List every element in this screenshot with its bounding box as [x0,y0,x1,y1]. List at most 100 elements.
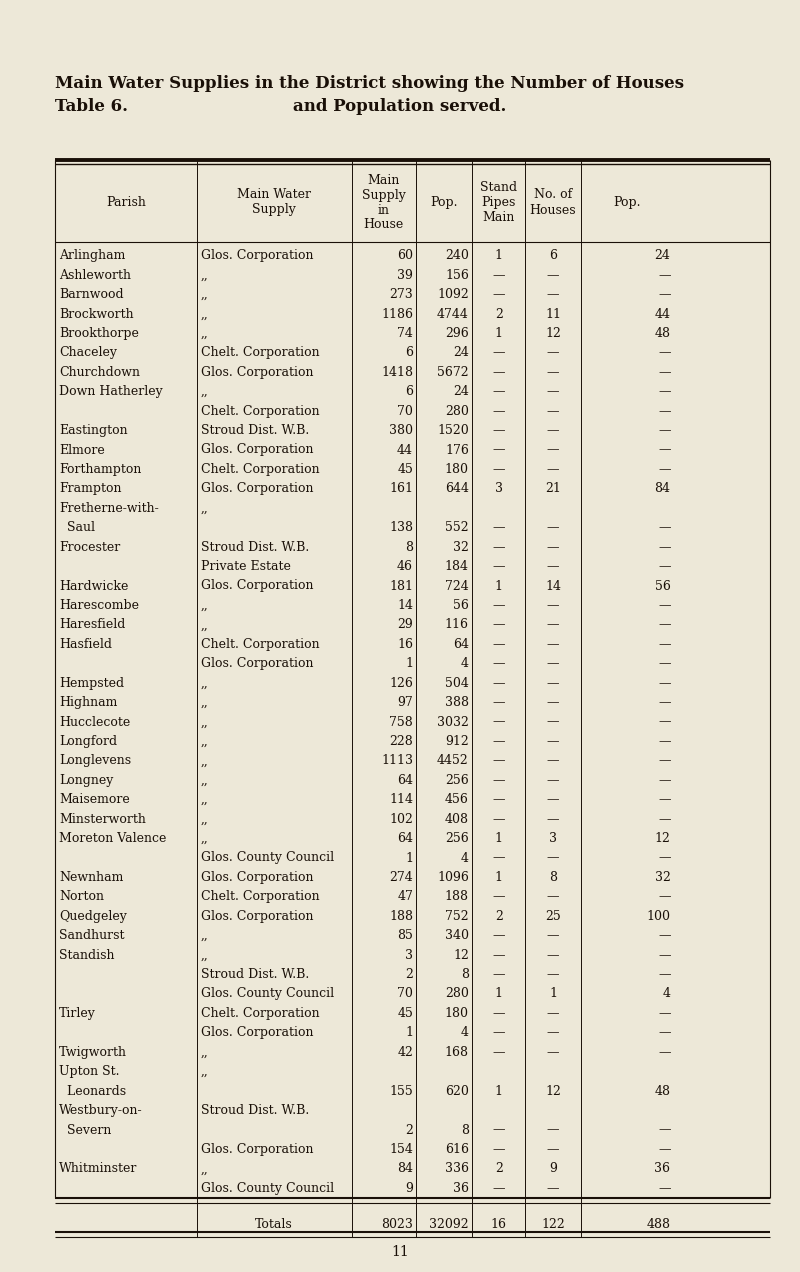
Text: Westbury-on-: Westbury-on- [59,1104,142,1117]
Text: —: — [546,463,559,476]
Text: 488: 488 [646,1217,670,1230]
Text: 6: 6 [549,249,557,262]
Text: —: — [493,715,505,729]
Text: 336: 336 [445,1163,469,1175]
Text: —: — [658,366,670,379]
Text: Glos. Corporation: Glos. Corporation [201,1144,313,1156]
Text: —: — [493,366,505,379]
Text: ,,: ,, [201,1065,208,1079]
Text: 29: 29 [398,618,413,631]
Text: 340: 340 [445,930,469,943]
Text: —: — [493,813,505,826]
Text: 155: 155 [390,1085,413,1098]
Text: —: — [546,1123,559,1136]
Text: 8: 8 [549,871,557,884]
Text: —: — [493,618,505,631]
Text: —: — [546,366,559,379]
Text: —: — [658,968,670,981]
Text: 180: 180 [445,463,469,476]
Text: Glos. Corporation: Glos. Corporation [201,482,313,495]
Text: Glos. Corporation: Glos. Corporation [201,658,313,670]
Text: 1520: 1520 [437,424,469,438]
Text: Chelt. Corporation: Chelt. Corporation [201,637,319,651]
Text: 240: 240 [445,249,469,262]
Text: Longford: Longford [59,735,117,748]
Text: Ashleworth: Ashleworth [59,268,131,281]
Text: Parish: Parish [106,196,146,209]
Text: Glos. County Council: Glos. County Council [201,851,334,865]
Text: 1: 1 [405,658,413,670]
Text: 3032: 3032 [437,715,469,729]
Text: ,,: ,, [201,618,208,631]
Text: —: — [493,968,505,981]
Text: ,,: ,, [201,930,208,943]
Text: —: — [546,618,559,631]
Text: —: — [493,346,505,360]
Text: —: — [546,346,559,360]
Text: 388: 388 [445,696,469,709]
Text: —: — [658,463,670,476]
Text: —: — [493,1144,505,1156]
Text: —: — [493,677,505,689]
Text: 21: 21 [545,482,561,495]
Text: Norton: Norton [59,890,104,903]
Text: ,,: ,, [201,949,208,962]
Text: —: — [546,522,559,534]
Text: —: — [493,1046,505,1058]
Text: 11: 11 [391,1245,409,1259]
Text: Harescombe: Harescombe [59,599,139,612]
Text: 9: 9 [405,1182,413,1194]
Text: 1418: 1418 [381,366,413,379]
Text: —: — [658,444,670,457]
Text: 14: 14 [545,580,561,593]
Text: 12: 12 [545,327,561,340]
Text: Severn: Severn [59,1123,111,1136]
Text: —: — [658,1123,670,1136]
Text: —: — [546,715,559,729]
Text: 161: 161 [389,482,413,495]
Text: —: — [493,404,505,417]
Text: Eastington: Eastington [59,424,128,438]
Text: —: — [546,735,559,748]
Text: —: — [546,813,559,826]
Text: 504: 504 [445,677,469,689]
Text: 32: 32 [654,871,670,884]
Text: 70: 70 [397,987,413,1001]
Text: —: — [546,677,559,689]
Text: 4452: 4452 [437,754,469,767]
Text: —: — [493,385,505,398]
Text: Upton St.: Upton St. [59,1065,119,1079]
Text: 4744: 4744 [437,308,469,321]
Text: 296: 296 [445,327,469,340]
Text: Hempsted: Hempsted [59,677,124,689]
Text: —: — [493,949,505,962]
Text: Frampton: Frampton [59,482,122,495]
Text: —: — [493,1182,505,1194]
Text: 9: 9 [549,1163,557,1175]
Text: —: — [658,385,670,398]
Text: —: — [658,637,670,651]
Text: 48: 48 [654,327,670,340]
Text: Brookthorpe: Brookthorpe [59,327,139,340]
Text: 380: 380 [389,424,413,438]
Text: Chaceley: Chaceley [59,346,117,360]
Text: ,,: ,, [201,385,208,398]
Text: 74: 74 [397,327,413,340]
Text: —: — [493,599,505,612]
Text: 280: 280 [445,404,469,417]
Text: 12: 12 [545,1085,561,1098]
Text: —: — [658,268,670,281]
Text: 85: 85 [397,930,413,943]
Text: 56: 56 [654,580,670,593]
Text: —: — [493,1123,505,1136]
Text: Sandhurst: Sandhurst [59,930,125,943]
Text: —: — [546,1007,559,1020]
Text: Haresfield: Haresfield [59,618,126,631]
Text: —: — [658,424,670,438]
Text: —: — [493,658,505,670]
Text: —: — [493,522,505,534]
Text: 16: 16 [397,637,413,651]
Text: 274: 274 [390,871,413,884]
Text: 4: 4 [461,658,469,670]
Text: —: — [546,890,559,903]
